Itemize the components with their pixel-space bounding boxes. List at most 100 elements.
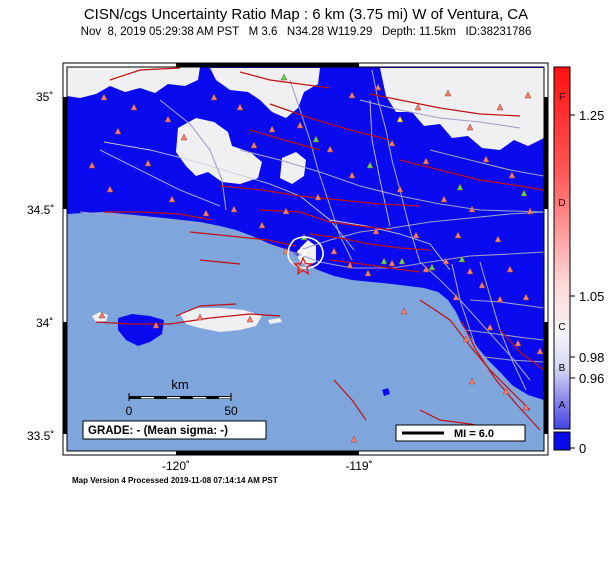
station [282, 207, 290, 215]
value-1-25: 1.25 [579, 108, 604, 123]
island-anacapa [268, 318, 282, 324]
station-alt [520, 189, 528, 197]
station [88, 161, 96, 169]
station [442, 257, 450, 265]
station [524, 91, 532, 99]
grade-b: B [559, 363, 566, 374]
epicenter-star [292, 256, 314, 276]
station [468, 377, 476, 385]
station [330, 247, 338, 255]
grade-d: D [558, 198, 565, 209]
station [444, 89, 452, 97]
station [388, 259, 396, 267]
station [180, 133, 188, 141]
low-ratio-areas [67, 67, 544, 266]
scale-unit: km [171, 377, 188, 392]
station [494, 235, 502, 243]
colorbar-values: 1.25 1.05 0.98 0.96 0 [579, 108, 604, 456]
station-alt [380, 257, 388, 265]
station [422, 265, 430, 273]
station [296, 121, 304, 129]
station [454, 231, 462, 239]
scale-start: 0 [126, 404, 133, 418]
station [388, 139, 396, 147]
station [422, 157, 430, 165]
station [144, 159, 152, 167]
event-subtitle: Nov 8, 2019 05:29:38 AM PST M 3.6 N34.28… [80, 26, 532, 38]
value-0-96: 0.96 [579, 371, 604, 386]
station [502, 387, 510, 395]
station [506, 265, 514, 273]
map-frame [62, 62, 549, 456]
grade-text: GRADE: - (Mean sigma: -) [88, 425, 228, 437]
station-alt [398, 257, 406, 265]
station [98, 311, 106, 319]
mi-legend-text: MI = 6.0 [454, 428, 494, 440]
lat-35: 35˚ [36, 90, 53, 104]
station [462, 335, 470, 343]
station [348, 171, 356, 179]
station [372, 227, 380, 235]
station [210, 93, 218, 101]
longitude-labels: -120˚ -119˚ [162, 459, 373, 473]
colorbar [553, 66, 571, 430]
station [202, 209, 210, 217]
scale-end: 50 [224, 404, 238, 418]
station [478, 281, 486, 289]
island-santa-rosa [118, 314, 164, 346]
station-alt [312, 135, 320, 143]
map-title: CISN/cgs Uncertainty Ratio Map : 6 km (3… [83, 6, 529, 23]
colorbar-grades: F D C B A [558, 92, 565, 411]
station [268, 125, 276, 133]
uncertainty-marker: ? [296, 246, 307, 266]
station-alt [396, 115, 404, 123]
station [466, 123, 474, 131]
colorbar-zero-swatch [553, 431, 571, 451]
lon-119: -119˚ [345, 459, 372, 473]
station [350, 435, 358, 443]
station [412, 231, 420, 239]
station [230, 205, 238, 213]
station [346, 261, 354, 269]
station [496, 103, 504, 111]
station [514, 339, 522, 347]
station [522, 403, 530, 411]
station [486, 323, 494, 331]
station [196, 313, 204, 321]
scale-bar [128, 393, 232, 401]
station-alt [458, 255, 466, 263]
latitude-labels: 35˚ 34.5˚ 34˚ 33.5˚ [27, 90, 54, 443]
station-alt [428, 263, 436, 271]
county-boundaries [103, 99, 451, 271]
station-alt [366, 161, 374, 169]
station [106, 185, 114, 193]
station [536, 347, 544, 355]
faults [95, 67, 544, 431]
station [326, 145, 334, 153]
grade-f: F [559, 92, 565, 103]
station [314, 193, 322, 201]
station [440, 195, 448, 203]
station [466, 267, 474, 275]
lat-34-5: 34.5˚ [27, 203, 54, 217]
station [348, 91, 356, 99]
colorbar-ticks [570, 114, 575, 449]
station [508, 171, 516, 179]
lat-34: 34˚ [36, 316, 53, 330]
station [258, 221, 266, 229]
stations [88, 73, 544, 443]
lon-120: -120˚ [162, 459, 190, 473]
station [250, 141, 258, 149]
value-1-05: 1.05 [579, 289, 604, 304]
station [496, 295, 504, 303]
station [374, 83, 382, 91]
station [364, 269, 372, 277]
station [482, 155, 490, 163]
station [114, 127, 122, 135]
station-alt [280, 73, 288, 81]
station [100, 93, 108, 101]
station [526, 207, 534, 215]
mi-legend-box [395, 424, 526, 442]
grade-box [82, 420, 267, 440]
